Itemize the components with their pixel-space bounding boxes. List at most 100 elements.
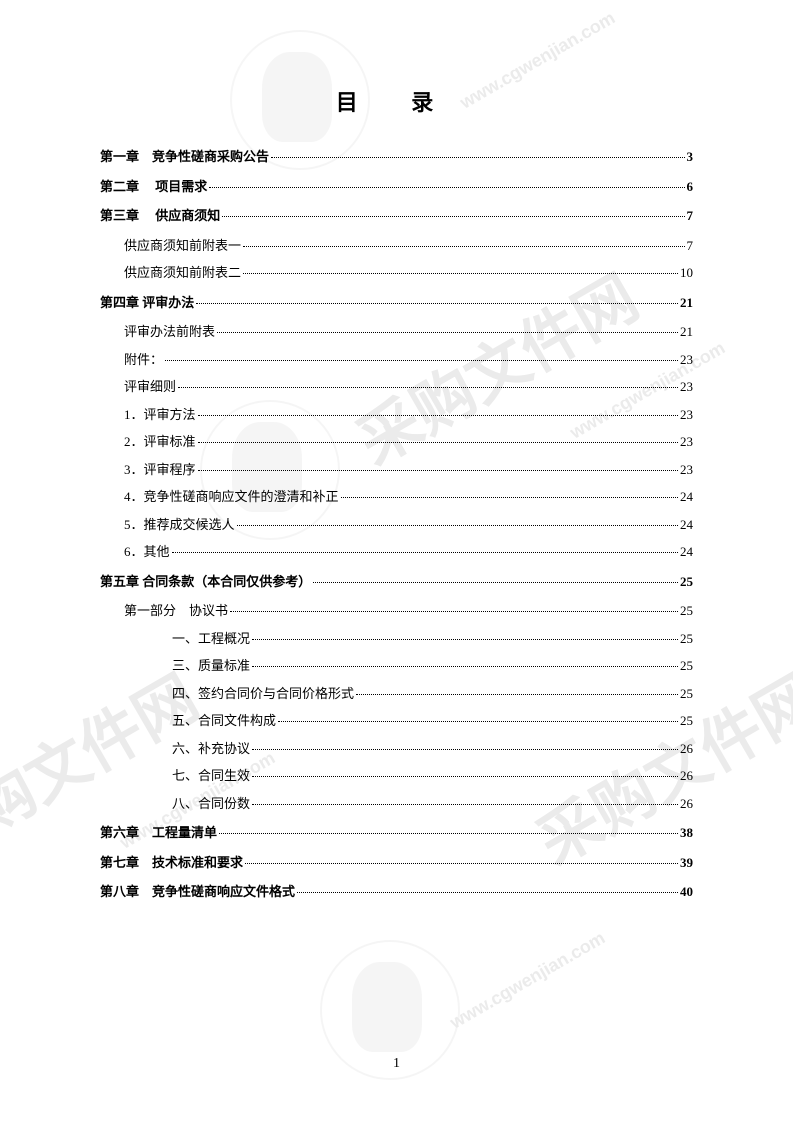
toc-page: 3 — [687, 147, 694, 167]
toc-label: 第六章 工程量清单 — [100, 823, 217, 843]
toc-page: 10 — [680, 263, 693, 283]
toc-dots — [252, 776, 678, 777]
toc-entry: 第一部分 协议书 25 — [100, 601, 693, 621]
toc-label: 七、合同生效 — [172, 766, 250, 786]
toc-dots — [178, 387, 678, 388]
toc-label: 六、补充协议 — [172, 739, 250, 759]
toc-page: 21 — [680, 322, 693, 342]
toc-entry: 第二章 项目需求6 — [100, 177, 693, 197]
toc-dots — [252, 666, 678, 667]
toc-label: 第二章 项目需求 — [100, 177, 207, 197]
toc-entry: 六、补充协议 26 — [100, 739, 693, 759]
toc-label: 第一部分 协议书 — [124, 601, 228, 621]
toc-entry: 七、合同生效 26 — [100, 766, 693, 786]
toc-content: 目 录 第一章 竞争性磋商采购公告3第二章 项目需求6第三章 供应商须知7供应商… — [0, 0, 793, 902]
toc-page: 26 — [680, 766, 693, 786]
toc-page: 25 — [680, 711, 693, 731]
toc-entry: 第七章 技术标准和要求 39 — [100, 853, 693, 873]
toc-page: 24 — [680, 542, 693, 562]
toc-dots — [237, 525, 678, 526]
toc-dots — [219, 833, 678, 834]
toc-page: 25 — [680, 684, 693, 704]
toc-dots — [230, 611, 678, 612]
toc-label: 供应商须知前附表一 — [124, 236, 241, 256]
toc-label: 五、合同文件构成 — [172, 711, 276, 731]
toc-dots — [252, 804, 678, 805]
toc-label: 6．其他 — [124, 542, 170, 562]
toc-page: 23 — [680, 350, 693, 370]
toc-label: 一、工程概况 — [172, 629, 250, 649]
toc-label: 评审细则 — [124, 377, 176, 397]
toc-label: 第五章 合同条款（本合同仅供参考） — [100, 572, 311, 592]
toc-entry: 4．竞争性磋商响应文件的澄清和补正 24 — [100, 487, 693, 507]
toc-page: 39 — [680, 853, 693, 873]
toc-label: 第七章 技术标准和要求 — [100, 853, 243, 873]
toc-page: 23 — [680, 460, 693, 480]
toc-dots — [313, 582, 678, 583]
toc-entry: 四、签约合同价与合同价格形式 25 — [100, 684, 693, 704]
toc-dots — [165, 360, 678, 361]
toc-page: 26 — [680, 794, 693, 814]
toc-dots — [222, 216, 684, 217]
toc-page: 25 — [680, 629, 693, 649]
toc-dots — [271, 157, 684, 158]
toc-page: 25 — [680, 656, 693, 676]
toc-dots — [198, 470, 678, 471]
toc-dots — [252, 639, 678, 640]
toc-entry: 3．评审程序 23 — [100, 460, 693, 480]
toc-entry: 供应商须知前附表二 10 — [100, 263, 693, 283]
toc-page: 24 — [680, 487, 693, 507]
toc-page: 25 — [680, 601, 693, 621]
toc-entry: 1．评审方法 23 — [100, 405, 693, 425]
toc-label: 4．竞争性磋商响应文件的澄清和补正 — [124, 487, 339, 507]
toc-entry: 第六章 工程量清单 38 — [100, 823, 693, 843]
toc-label: 供应商须知前附表二 — [124, 263, 241, 283]
toc-entry: 附件： 23 — [100, 350, 693, 370]
toc-dots — [297, 892, 678, 893]
toc-label: 第三章 供应商须知 — [100, 206, 220, 226]
toc-entry: 评审细则 23 — [100, 377, 693, 397]
toc-entry: 供应商须知前附表一 7 — [100, 236, 693, 256]
toc-entry: 三、质量标准 25 — [100, 656, 693, 676]
toc-entry: 6．其他 24 — [100, 542, 693, 562]
toc-page: 25 — [680, 572, 693, 592]
page-number: 1 — [0, 1056, 793, 1072]
toc-entry: 2．评审标准 23 — [100, 432, 693, 452]
toc-page: 24 — [680, 515, 693, 535]
toc-title: 目 录 — [100, 85, 693, 117]
toc-entry: 第四章 评审办法 21 — [100, 293, 693, 313]
toc-dots — [196, 303, 678, 304]
toc-page: 7 — [687, 206, 694, 226]
toc-page: 26 — [680, 739, 693, 759]
toc-container: 第一章 竞争性磋商采购公告3第二章 项目需求6第三章 供应商须知7供应商须知前附… — [100, 147, 693, 902]
toc-page: 7 — [687, 236, 694, 256]
toc-entry: 第八章 竞争性磋商响应文件格式40 — [100, 882, 693, 902]
toc-dots — [198, 415, 678, 416]
toc-page: 21 — [680, 293, 693, 313]
toc-label: 第四章 评审办法 — [100, 293, 194, 313]
toc-page: 23 — [680, 432, 693, 452]
toc-entry: 第一章 竞争性磋商采购公告 3 — [100, 147, 693, 167]
toc-label: 四、签约合同价与合同价格形式 — [172, 684, 354, 704]
toc-page: 38 — [680, 823, 693, 843]
toc-page: 23 — [680, 377, 693, 397]
toc-page: 23 — [680, 405, 693, 425]
toc-entry: 第五章 合同条款（本合同仅供参考） 25 — [100, 572, 693, 592]
toc-label: 1．评审方法 — [124, 405, 196, 425]
toc-label: 2．评审标准 — [124, 432, 196, 452]
toc-label: 评审办法前附表 — [124, 322, 215, 342]
watermark-url: www.cgwenjian.com — [446, 928, 608, 1034]
toc-entry: 第三章 供应商须知 7 — [100, 206, 693, 226]
toc-dots — [278, 721, 678, 722]
toc-dots — [209, 187, 684, 188]
toc-label: 三、质量标准 — [172, 656, 250, 676]
toc-label: 3．评审程序 — [124, 460, 196, 480]
toc-label: 5．推荐成交候选人 — [124, 515, 235, 535]
toc-dots — [243, 246, 684, 247]
toc-dots — [245, 863, 678, 864]
toc-label: 第一章 竞争性磋商采购公告 — [100, 147, 269, 167]
toc-dots — [341, 497, 678, 498]
toc-entry: 五、合同文件构成 25 — [100, 711, 693, 731]
toc-label: 附件： — [124, 350, 163, 370]
toc-dots — [356, 694, 678, 695]
